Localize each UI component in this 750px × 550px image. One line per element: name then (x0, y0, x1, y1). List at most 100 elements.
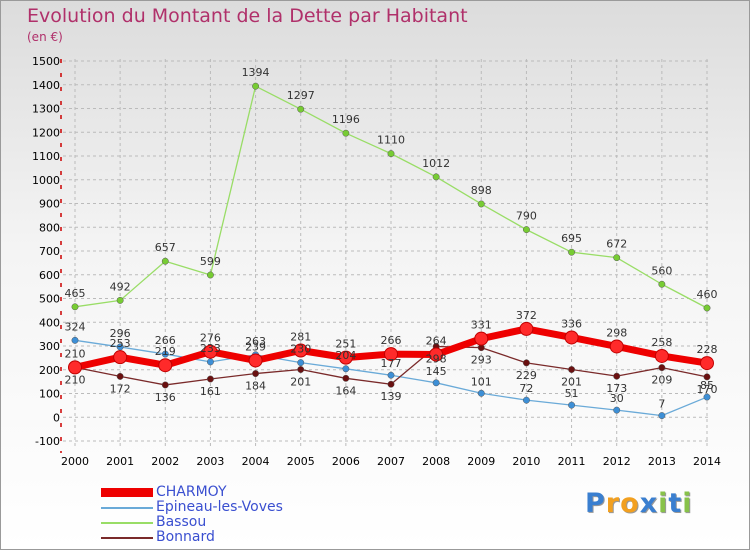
data-label: 210 (65, 347, 86, 360)
legend-item-bassou: Bassou (101, 515, 283, 530)
data-point (522, 396, 530, 404)
data-label: 251 (335, 338, 356, 351)
data-label: 101 (471, 375, 492, 388)
legend-item-bonnard: Bonnard (101, 530, 283, 545)
data-label: 1297 (287, 89, 315, 102)
data-label: 336 (561, 317, 582, 330)
data-point (432, 379, 440, 387)
data-point (293, 343, 308, 358)
y-tick-label: 1000 (32, 174, 60, 187)
data-label: 1012 (422, 157, 450, 170)
data-label: 264 (426, 335, 447, 348)
data-label: 170 (697, 383, 718, 396)
x-tick-label: 2010 (512, 455, 540, 468)
data-label: 1196 (332, 113, 360, 126)
legend-label: Bonnard (156, 529, 215, 545)
data-point (568, 248, 576, 256)
data-label: 599 (200, 255, 221, 268)
logo-letter: t (668, 488, 683, 519)
data-label: 298 (426, 352, 447, 365)
data-label: 204 (335, 349, 356, 362)
data-label: 898 (471, 184, 492, 197)
data-point (206, 271, 214, 279)
data-label: 201 (290, 376, 311, 389)
data-point (568, 401, 576, 409)
data-label: 172 (110, 382, 131, 395)
data-label: 239 (245, 340, 266, 353)
proxiti-logo: Proxiti (585, 488, 693, 519)
data-point (342, 374, 350, 382)
data-label: 296 (110, 327, 131, 340)
legend-swatch (101, 536, 153, 539)
x-tick-label: 2002 (151, 455, 179, 468)
logo-letter: i (682, 488, 693, 519)
data-label: 790 (516, 210, 537, 223)
logo-letter: o (620, 488, 640, 519)
data-point (113, 350, 128, 365)
y-tick-label: -100 (35, 435, 60, 448)
data-point (654, 348, 669, 363)
y-tick-label: 200 (39, 364, 60, 377)
data-point (432, 173, 440, 181)
data-label: 30 (610, 392, 624, 405)
data-point (248, 353, 263, 368)
data-point (429, 347, 444, 362)
y-tick-label: 300 (39, 340, 60, 353)
data-point (564, 330, 579, 345)
data-label: 139 (381, 390, 402, 403)
data-label: 230 (290, 343, 311, 356)
x-tick-label: 2008 (422, 455, 450, 468)
data-label: 293 (471, 354, 492, 367)
logo-letter: r (605, 488, 621, 519)
data-point (158, 358, 173, 373)
data-label: 460 (697, 288, 718, 301)
data-label: 145 (426, 365, 447, 378)
data-point (658, 364, 666, 372)
data-point (161, 257, 169, 265)
data-label: 228 (697, 343, 718, 356)
data-label: 331 (471, 319, 492, 332)
data-label: 672 (606, 238, 627, 251)
data-label: 7 (658, 398, 665, 411)
data-point (703, 304, 711, 312)
data-label: 173 (606, 382, 627, 395)
data-label: 276 (200, 332, 221, 345)
y-tick-label: 900 (39, 198, 60, 211)
data-point (519, 321, 534, 336)
x-tick-label: 2003 (196, 455, 224, 468)
data-point (384, 347, 398, 362)
legend-label: Bassou (156, 514, 207, 530)
data-point (703, 373, 711, 381)
x-tick-label: 2012 (603, 455, 631, 468)
data-label: 266 (155, 334, 176, 347)
data-label: 51 (565, 387, 579, 400)
data-point (206, 358, 214, 366)
data-point (387, 380, 395, 388)
data-label: 324 (65, 320, 86, 333)
y-tick-label: 800 (39, 221, 60, 234)
legend-swatch (101, 521, 153, 524)
data-point (703, 393, 711, 401)
y-tick-label: 600 (39, 269, 60, 282)
y-tick-label: 1400 (32, 79, 60, 92)
x-tick-label: 2014 (693, 455, 721, 468)
data-point (522, 226, 530, 234)
data-label: 492 (110, 280, 131, 293)
data-point (116, 372, 124, 380)
data-point (609, 339, 624, 354)
data-point (297, 105, 305, 113)
legend-item-charmoy: CHARMOY (101, 485, 283, 500)
data-label: 253 (110, 337, 131, 350)
data-label: 298 (606, 326, 627, 339)
x-tick-label: 2006 (332, 455, 360, 468)
data-point (252, 370, 260, 377)
data-label: 266 (381, 334, 402, 347)
data-point (342, 129, 350, 137)
data-point (387, 150, 395, 158)
data-point (522, 359, 530, 367)
data-label: 465 (65, 287, 86, 300)
y-tick-label: 500 (39, 293, 60, 306)
data-label: 219 (155, 345, 176, 358)
x-tick-label: 2011 (558, 455, 586, 468)
